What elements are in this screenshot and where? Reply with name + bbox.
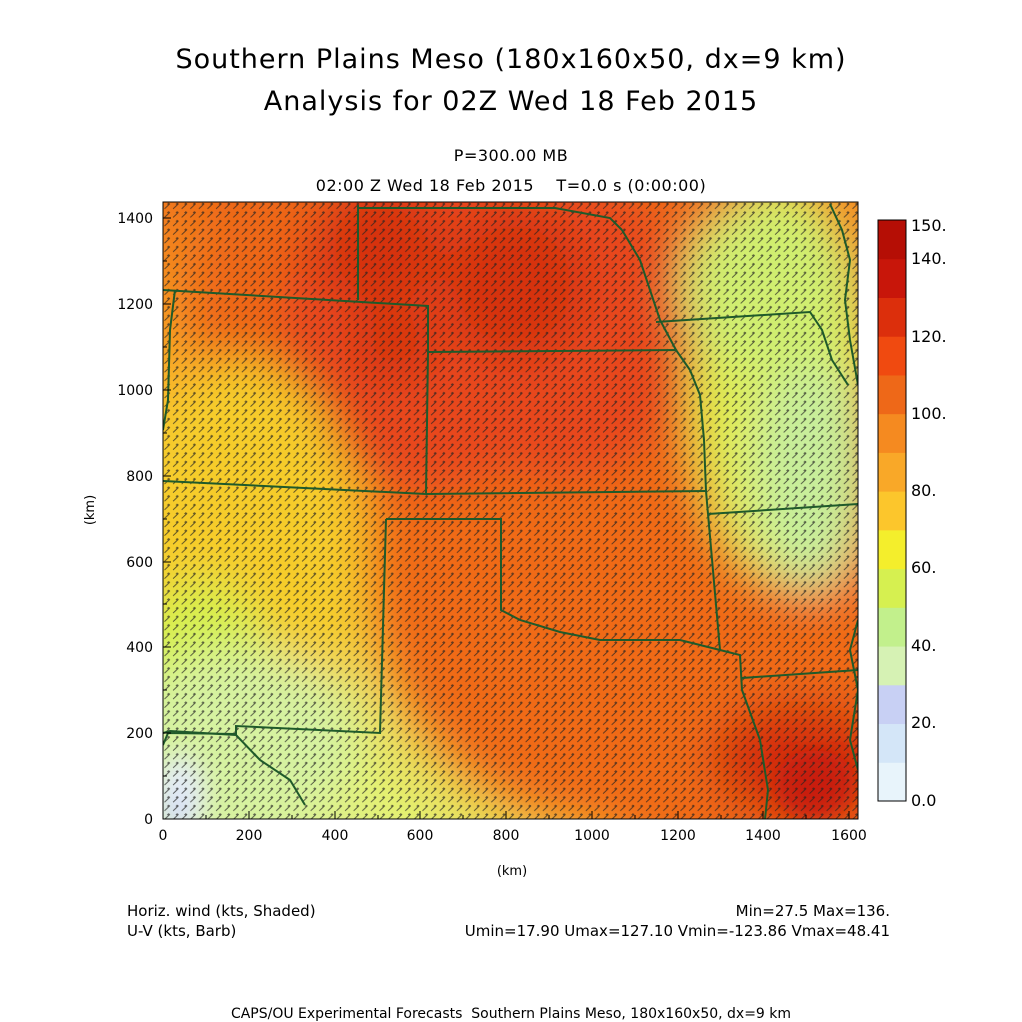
- colorbar-swatch: [878, 258, 906, 298]
- y-tick-labels: 0 200 400 600 800 1000 1200 1400: [117, 211, 153, 828]
- colorbar-label: 80.: [911, 481, 936, 500]
- border-ks-ok: [163, 480, 707, 496]
- colorbar-label: 140.: [911, 249, 947, 268]
- x-tick-label: 600: [407, 828, 434, 844]
- state-borders: [163, 203, 858, 819]
- title-line-2: Analysis for 02Z Wed 18 Feb 2015: [263, 86, 759, 117]
- y-tick-label: 400: [126, 640, 153, 656]
- y-tick-label: 0: [144, 812, 153, 828]
- colorbar-swatch: [878, 607, 906, 647]
- border-missouri-river: [621, 229, 677, 351]
- colorbar-swatch: [878, 529, 906, 570]
- colorbar-label: 40.: [911, 636, 936, 655]
- x-tick-label: 1600: [831, 828, 867, 844]
- shaded-field-label: Horiz. wind (kts, Shaded): [127, 902, 316, 920]
- border-co-ks: [425, 351, 429, 495]
- colorbar-label: 150.: [911, 216, 947, 235]
- footer-credit: CAPS/OU Experimental Forecasts Southern …: [230, 1006, 792, 1022]
- x-tick-label: 1000: [574, 828, 610, 844]
- y-tick-label: 1400: [117, 211, 153, 227]
- colorbar-swatch: [878, 684, 906, 725]
- border-mo-ar: [707, 503, 858, 515]
- colorbar-label: 120.: [911, 327, 947, 346]
- colorbar-swatch: [878, 220, 906, 260]
- y-tick-label: 800: [126, 469, 153, 485]
- colorbar-swatch: [878, 762, 906, 802]
- border-ks-mo: [689, 369, 709, 515]
- border-sd-ne: [358, 207, 623, 231]
- border-ok-tx-panhandle: [386, 518, 721, 651]
- uv-range-values: Umin=17.90 Umax=127.10 Vmin=-123.86 Vmax…: [464, 922, 890, 940]
- x-tick-label: 800: [493, 828, 520, 844]
- colorbar-swatch: [878, 452, 906, 492]
- colorbar-label: 0.0: [911, 791, 936, 810]
- x-axis-unit: (km): [497, 864, 527, 879]
- colorbar-swatch: [878, 646, 906, 686]
- colorbar-swatch: [878, 297, 906, 337]
- x-tick-label: 1400: [745, 828, 781, 844]
- border-nm-mexico: [163, 729, 306, 806]
- barb-field-label: U-V (kts, Barb): [127, 922, 237, 940]
- y-tick-label: 600: [126, 555, 153, 571]
- axis-ticks: [162, 217, 850, 820]
- colorbar-frame: [877, 219, 907, 802]
- x-tick-label: 1200: [660, 828, 696, 844]
- border-tx-nm: [163, 518, 387, 746]
- title-line-1: Southern Plains Meso (180x160x50, dx=9 k…: [175, 44, 847, 75]
- y-tick-label: 1000: [117, 383, 153, 399]
- colorbar-label: 20.: [911, 713, 936, 732]
- colorbar-label: 60.: [911, 558, 936, 577]
- x-tick-label: 400: [322, 828, 349, 844]
- border-ar-ms: [741, 669, 858, 679]
- border-ok-ar: [707, 513, 721, 651]
- pressure-level: P=300.00 MB: [453, 146, 569, 165]
- border-ms-river: [848, 619, 858, 771]
- y-axis-unit: (km): [83, 495, 98, 525]
- valid-time: 02:00 Z Wed 18 Feb 2015 T=0.0 s (0:00:00…: [315, 176, 707, 195]
- border-ia-il: [829, 203, 858, 386]
- min-max-values: Min=27.5 Max=136.: [735, 902, 890, 920]
- colorbar-swatch: [878, 723, 906, 763]
- x-tick-labels: 0 200 400 600 800 1000 1200 1400 1600: [159, 828, 867, 844]
- colorbar-swatch: [878, 413, 906, 453]
- y-tick-label: 200: [126, 726, 153, 742]
- colorbar-swatch: [878, 336, 906, 376]
- wind-speed-shading: [163, 202, 858, 819]
- border-ar-la: [719, 649, 770, 819]
- x-tick-label: 200: [236, 828, 263, 844]
- colorbar: [877, 219, 907, 802]
- colorbar-swatch: [878, 568, 906, 608]
- colorbar-labels: 150. 140. 120. 100. 80. 60. 40. 20. 0.0: [911, 216, 947, 810]
- x-tick-label: 0: [159, 828, 168, 844]
- colorbar-swatch: [878, 374, 906, 415]
- colorbar-swatch: [878, 491, 906, 531]
- border-nm-west: [163, 289, 176, 431]
- border-ia-mo: [655, 310, 849, 386]
- plot-frame: [162, 201, 859, 820]
- y-tick-label: 1200: [117, 297, 153, 313]
- colorbar-label: 100.: [911, 404, 947, 423]
